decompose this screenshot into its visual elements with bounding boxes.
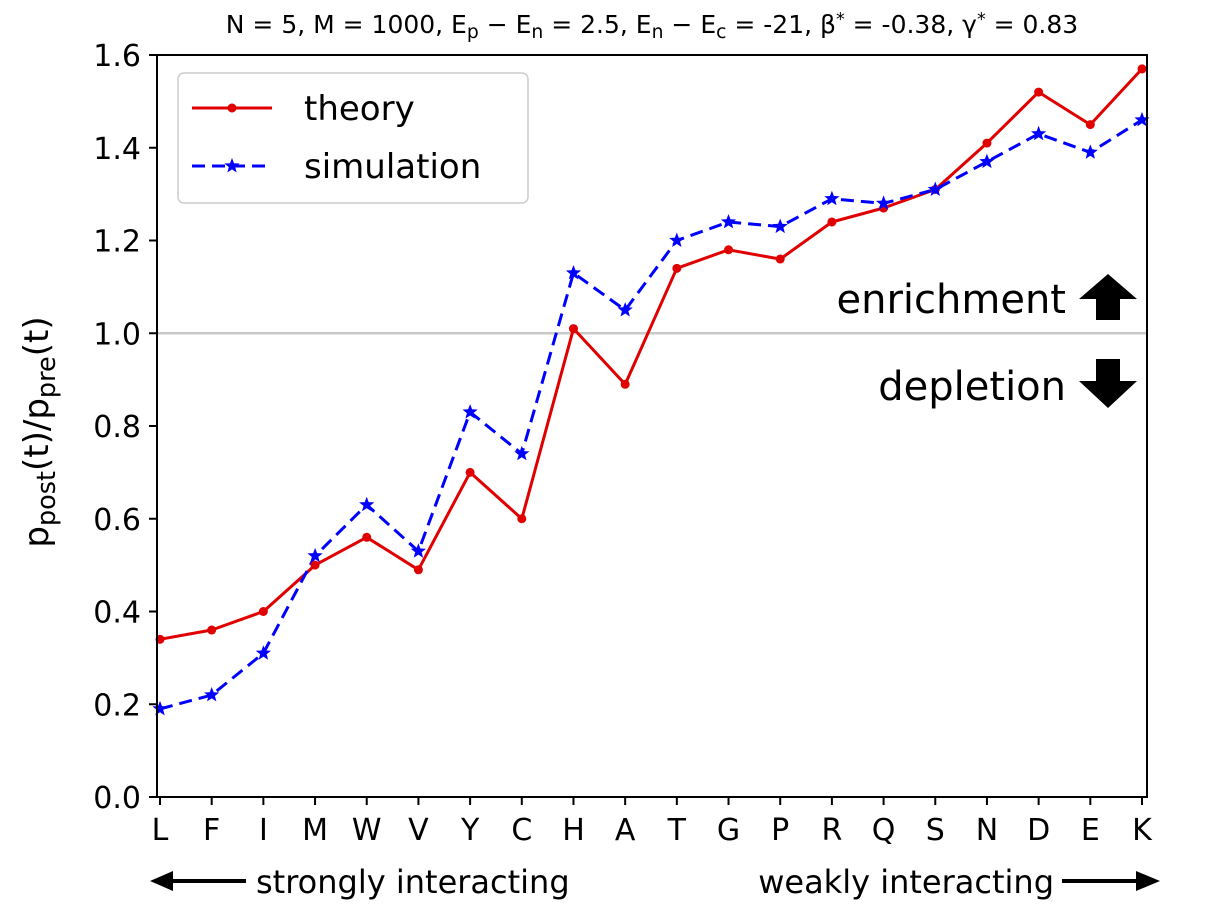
point-theory xyxy=(362,532,372,542)
point-theory xyxy=(258,607,268,616)
marker-layer xyxy=(152,64,1150,716)
legend-marker-theory xyxy=(227,103,237,113)
x-tick-label: W xyxy=(352,813,382,848)
enrichment-label: enrichment xyxy=(837,277,1066,323)
legend-box xyxy=(177,72,529,204)
y-tick-label: 0.4 xyxy=(93,596,141,631)
legend: theory simulation xyxy=(177,72,529,204)
point-theory xyxy=(465,467,475,477)
depletion-annotation: depletion xyxy=(878,359,1137,410)
chart-title: N = 5, M = 1000, Ep − En = 2.5, En − Ec … xyxy=(226,10,1078,43)
series-layer xyxy=(159,67,1144,711)
y-tick-label: 0.2 xyxy=(93,688,141,723)
y-tick-label: 1.0 xyxy=(93,317,141,352)
legend-label-theory: theory xyxy=(304,89,415,129)
point-simulation xyxy=(1134,111,1150,127)
y-tick-label: 1.4 xyxy=(93,132,141,167)
x-tick-label: G xyxy=(717,813,740,848)
point-theory xyxy=(1085,120,1095,130)
point-simulation xyxy=(152,700,168,716)
point-simulation xyxy=(565,265,582,280)
x-tick-label: E xyxy=(1081,813,1100,848)
point-theory xyxy=(724,245,734,255)
point-simulation xyxy=(204,687,220,702)
y-axis-label: ppost(t)/ppre(t) xyxy=(17,316,62,547)
x-tick-label: I xyxy=(259,813,268,848)
x-tick-label: K xyxy=(1132,813,1153,848)
x-tick-label: N xyxy=(976,813,998,848)
point-theory xyxy=(827,217,837,227)
y-tick-label: 0.6 xyxy=(93,503,141,538)
legend-label-simulation: simulation xyxy=(304,147,481,187)
x-tick-label: P xyxy=(771,813,789,848)
point-theory xyxy=(620,379,630,389)
interaction-footer: strongly interacting weakly interacting xyxy=(150,863,1160,901)
point-theory xyxy=(207,625,217,635)
series-line-simulation xyxy=(159,118,1143,711)
point-simulation xyxy=(772,218,788,234)
y-tick-label: 0.8 xyxy=(93,410,141,445)
point-simulation xyxy=(410,543,426,558)
x-tick-label: R xyxy=(821,813,842,848)
x-tick-label: C xyxy=(511,813,532,848)
point-theory xyxy=(517,514,527,524)
y-ticks: 0.0 0.2 0.4 0.6 0.8 1.0 1.2 1.4 1.6 xyxy=(93,39,157,816)
x-tick-label: T xyxy=(667,813,687,848)
x-tick-label: S xyxy=(926,813,945,848)
x-tick-label: H xyxy=(562,813,585,848)
point-simulation xyxy=(307,547,323,563)
point-simulation xyxy=(255,645,271,660)
right-arrow-icon xyxy=(1062,871,1160,891)
x-tick-label: F xyxy=(203,813,220,848)
x-tick-label: A xyxy=(615,813,636,848)
x-tick-label: Q xyxy=(872,813,896,848)
up-arrow-icon xyxy=(1079,274,1137,320)
enrichment-annotation: enrichment xyxy=(837,274,1137,323)
legend-marker-simulation xyxy=(224,158,240,173)
point-simulation xyxy=(979,153,995,169)
y-tick-label: 1.6 xyxy=(93,39,141,74)
y-tick-label: 1.2 xyxy=(93,225,141,260)
point-theory xyxy=(1137,64,1147,74)
x-tick-label: Y xyxy=(460,813,480,848)
point-simulation xyxy=(669,232,685,247)
point-simulation xyxy=(927,181,943,196)
depletion-label: depletion xyxy=(878,364,1066,410)
down-arrow-icon xyxy=(1079,359,1137,408)
point-theory xyxy=(982,138,992,148)
point-simulation xyxy=(824,190,840,206)
point-simulation xyxy=(1082,144,1098,159)
strongly-interacting-label: strongly interacting xyxy=(256,863,570,901)
point-theory xyxy=(775,254,785,264)
point-simulation xyxy=(359,496,375,512)
y-tick-label: 0.0 xyxy=(93,781,141,816)
series-line-theory xyxy=(159,67,1144,641)
point-theory xyxy=(1034,87,1044,97)
weakly-interacting-label: weakly interacting xyxy=(758,863,1054,901)
point-theory xyxy=(310,560,320,570)
point-simulation xyxy=(617,302,633,317)
point-simulation xyxy=(462,404,478,419)
x-tick-label: D xyxy=(1027,813,1050,848)
point-theory xyxy=(672,263,682,273)
point-theory xyxy=(413,565,423,575)
point-simulation xyxy=(1031,125,1047,141)
x-tick-label: V xyxy=(408,813,429,848)
point-theory xyxy=(568,324,578,334)
x-tick-label: L xyxy=(152,813,169,848)
point-simulation xyxy=(720,214,737,229)
point-simulation xyxy=(514,445,530,461)
left-arrow-icon xyxy=(150,871,246,891)
x-tick-label: M xyxy=(302,813,328,848)
point-simulation xyxy=(876,195,892,210)
